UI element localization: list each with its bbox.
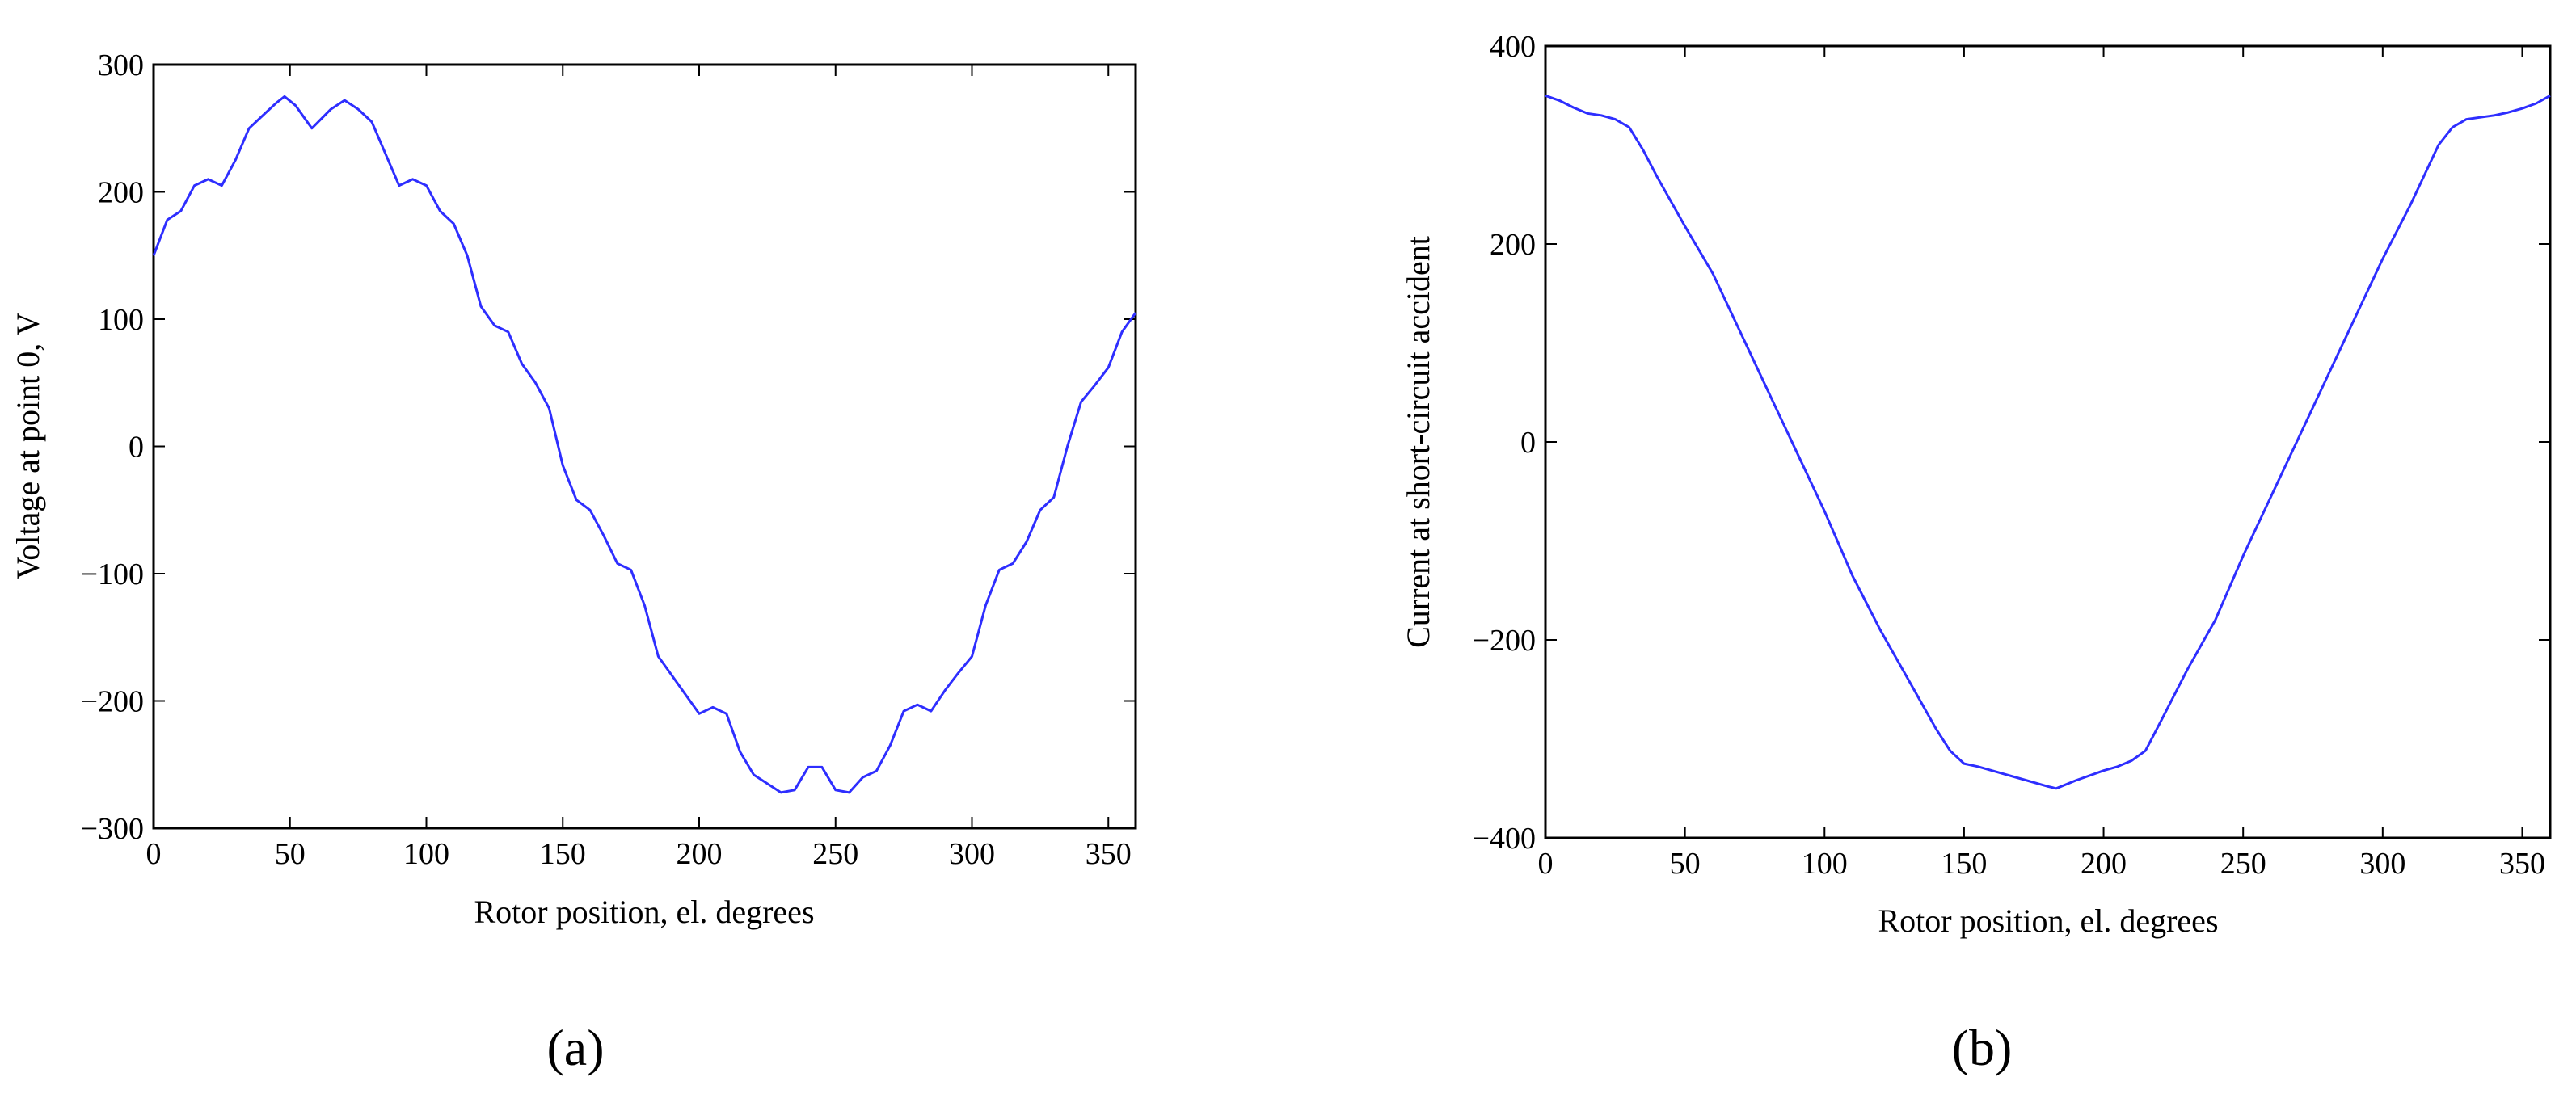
chart-b-plot-frame [1544,44,2552,839]
chart-a-x-tick-label: 150 [540,837,586,871]
chart-b-x-tick-label: 200 [2081,847,2127,881]
chart-a-series-line [152,95,1137,794]
chart-b-y-ticks: −400 −200 0 200 400 [1473,30,2550,856]
chart-b-x-tick-label: 350 [2499,847,2545,881]
chart-a-plot-frame [152,63,1137,830]
chart-a-y-axis-label: Voltage at point 0, V [10,313,46,580]
chart-b-panel-label: (b) [1952,1019,2013,1076]
chart-a-y-tick-label: −200 [81,685,144,719]
chart-b-x-axis-label: Rotor position, el. degrees [1878,903,2218,939]
chart-a-x-tick-label: 250 [812,837,858,871]
chart-a-x-tick-label: 0 [146,837,162,871]
chart-b-y-tick-label: −400 [1473,822,1536,856]
chart-b-y-tick-label: 200 [1490,228,1536,262]
chart-a: 0 50 100 150 200 250 300 350 −300 −200 −100 0 100 20… [10,48,1137,1076]
chart-b-y-axis-label: Current at short-circuit accident [1400,236,1436,648]
chart-b-x-ticks: 0 50 100 150 200 250 300 350 [1538,46,2545,881]
chart-a-x-tick-label: 50 [275,837,306,871]
chart-a-y-tick-label: 300 [98,48,144,82]
chart-b-x-tick-label: 250 [2220,847,2266,881]
chart-a-y-tick-label: −300 [81,812,144,846]
chart-a-panel-label: (a) [546,1019,604,1076]
chart-a-y-tick-label: 200 [98,176,144,210]
chart-a-x-tick-label: 200 [677,837,723,871]
chart-a-y-tick-label: 0 [129,431,144,465]
chart-a-x-ticks: 0 50 100 150 200 250 300 350 [146,65,1132,871]
chart-b: 0 50 100 150 200 250 300 350 −400 −200 0 200 400 Ro… [1400,30,2552,1076]
chart-b-x-tick-label: 300 [2359,847,2405,881]
chart-a-x-tick-label: 350 [1086,837,1132,871]
chart-b-x-tick-label: 0 [1538,847,1554,881]
chart-b-x-tick-label: 150 [1941,847,1987,881]
chart-b-x-tick-label: 100 [1802,847,1848,881]
chart-a-x-axis-label: Rotor position, el. degrees [474,894,814,930]
chart-b-series-line [1545,94,2551,790]
chart-b-x-tick-label: 50 [1670,847,1701,881]
chart-b-y-tick-label: 0 [1520,426,1536,460]
chart-a-x-tick-label: 100 [403,837,449,871]
chart-a-y-ticks: −300 −200 −100 0 100 200 300 [81,48,1136,846]
chart-a-y-tick-label: 100 [98,303,144,337]
chart-b-y-tick-label: −200 [1473,624,1536,658]
chart-a-y-tick-label: −100 [81,558,144,591]
chart-b-y-tick-label: 400 [1490,30,1536,64]
chart-a-x-tick-label: 300 [949,837,995,871]
